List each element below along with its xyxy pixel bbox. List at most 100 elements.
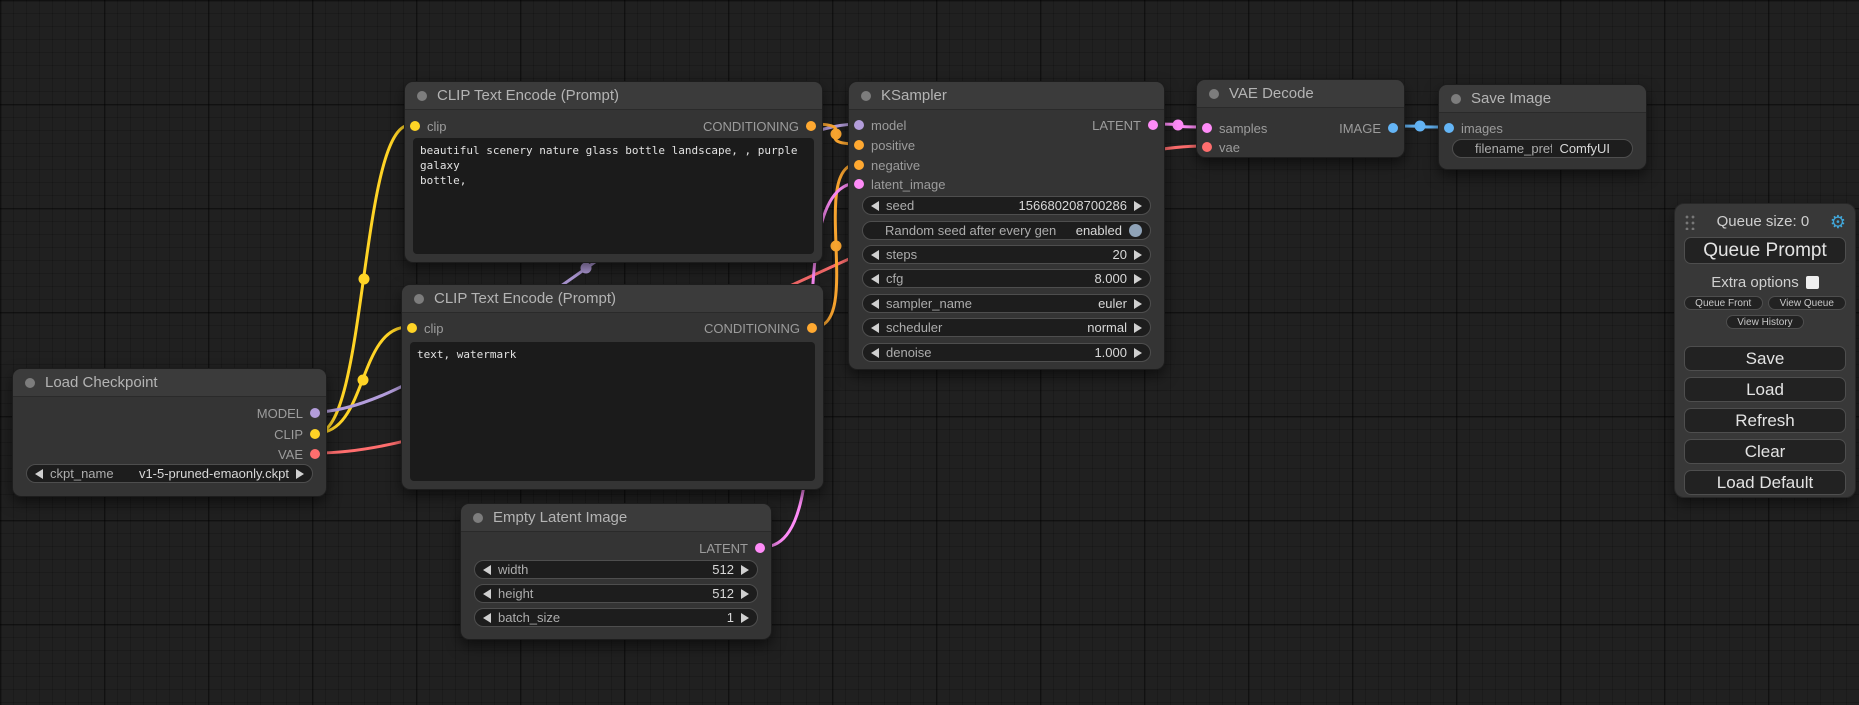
next-arrow-icon[interactable] [741, 588, 749, 599]
node-titlebar[interactable]: CLIP Text Encode (Prompt) [405, 82, 822, 110]
input-latent-image[interactable]: latent_image [854, 176, 945, 192]
collapse-dot-icon[interactable] [1451, 93, 1461, 104]
vae-port-icon[interactable] [1202, 142, 1212, 152]
input-positive[interactable]: positive [854, 137, 915, 153]
collapse-dot-icon[interactable] [1209, 88, 1219, 99]
gear-icon[interactable]: ⚙ [1829, 211, 1846, 232]
view-queue-button[interactable]: View Queue [1767, 296, 1846, 310]
prev-arrow-icon[interactable] [871, 322, 879, 333]
load-button[interactable]: Load [1684, 377, 1846, 402]
output-latent[interactable]: LATENT [699, 540, 765, 556]
node-empty-latent-image[interactable]: Empty Latent Image LATENT width 512 heig… [460, 503, 772, 640]
steps-widget[interactable]: steps 20 [862, 245, 1151, 264]
queue-front-button[interactable]: Queue Front [1684, 296, 1763, 310]
latent-port-icon[interactable] [755, 543, 765, 553]
node-vae-decode[interactable]: VAE Decode samples vae IMAGE [1196, 79, 1405, 158]
prev-arrow-icon[interactable] [871, 273, 879, 284]
next-arrow-icon[interactable] [741, 612, 749, 623]
node-titlebar[interactable]: Empty Latent Image [461, 504, 771, 532]
input-samples[interactable]: samples [1202, 120, 1267, 136]
node-titlebar[interactable]: Load Checkpoint [13, 369, 326, 397]
input-images[interactable]: images [1444, 120, 1503, 136]
ckpt-name-widget[interactable]: ckpt_name v1-5-pruned-emaonly.ckpt [26, 464, 313, 483]
collapse-dot-icon[interactable] [473, 512, 483, 523]
clear-button[interactable]: Clear [1684, 439, 1846, 464]
output-conditioning[interactable]: CONDITIONING [703, 118, 816, 134]
prev-arrow-icon[interactable] [35, 468, 43, 479]
next-arrow-icon[interactable] [1134, 200, 1142, 211]
model-port-icon[interactable] [854, 120, 864, 130]
denoise-widget[interactable]: denoise 1.000 [862, 343, 1151, 362]
clip-port-icon[interactable] [310, 429, 320, 439]
model-port-icon[interactable] [310, 408, 320, 418]
extra-options-checkbox[interactable] [1805, 276, 1819, 289]
conditioning-port-icon[interactable] [854, 140, 864, 150]
sampler-name-widget[interactable]: sampler_name euler [862, 294, 1151, 313]
width-widget[interactable]: width 512 [474, 560, 758, 579]
node-save-image[interactable]: Save Image images filename_prefix ComfyU… [1438, 84, 1647, 170]
output-clip[interactable]: CLIP [274, 426, 320, 442]
conditioning-port-icon[interactable] [807, 323, 817, 333]
save-button[interactable]: Save [1684, 346, 1846, 371]
prev-arrow-icon[interactable] [483, 564, 491, 575]
prev-arrow-icon[interactable] [871, 298, 879, 309]
collapse-dot-icon[interactable] [861, 90, 871, 101]
node-titlebar[interactable]: VAE Decode [1197, 80, 1404, 108]
conditioning-port-icon[interactable] [854, 160, 864, 170]
node-titlebar[interactable]: KSampler [849, 82, 1164, 110]
load-default-button[interactable]: Load Default [1684, 470, 1846, 495]
next-arrow-icon[interactable] [1134, 249, 1142, 260]
collapse-dot-icon[interactable] [25, 377, 35, 388]
height-widget[interactable]: height 512 [474, 584, 758, 603]
next-arrow-icon[interactable] [1134, 322, 1142, 333]
clip-port-icon[interactable] [410, 121, 420, 131]
next-arrow-icon[interactable] [741, 564, 749, 575]
output-latent[interactable]: LATENT [1092, 117, 1158, 133]
input-clip[interactable]: clip [410, 118, 447, 134]
node-ksampler[interactable]: KSampler model positive negative latent_… [848, 81, 1165, 370]
prev-arrow-icon[interactable] [871, 249, 879, 260]
seed-widget[interactable]: seed 156680208700286 [862, 196, 1151, 215]
collapse-dot-icon[interactable] [417, 90, 427, 101]
next-arrow-icon[interactable] [1134, 273, 1142, 284]
input-clip[interactable]: clip [407, 320, 444, 336]
prev-arrow-icon[interactable] [483, 588, 491, 599]
prev-arrow-icon[interactable] [871, 200, 879, 211]
node-load-checkpoint[interactable]: Load Checkpoint MODEL CLIP VAE ckpt_name… [12, 368, 327, 497]
node-titlebar[interactable]: Save Image [1439, 85, 1646, 113]
filename-prefix-widget[interactable]: filename_prefix ComfyUI [1452, 139, 1633, 158]
toggle-enabled-icon[interactable] [1129, 224, 1142, 237]
input-model[interactable]: model [854, 117, 906, 133]
view-history-button[interactable]: View History [1726, 315, 1804, 329]
input-vae[interactable]: vae [1202, 139, 1240, 155]
batch-size-widget[interactable]: batch_size 1 [474, 608, 758, 627]
node-clip-text-encode-negative[interactable]: CLIP Text Encode (Prompt) clip CONDITION… [401, 284, 824, 490]
output-model[interactable]: MODEL [257, 405, 320, 421]
refresh-button[interactable]: Refresh [1684, 408, 1846, 433]
image-port-icon[interactable] [1388, 123, 1398, 133]
prev-arrow-icon[interactable] [871, 347, 879, 358]
scheduler-widget[interactable]: scheduler normal [862, 318, 1151, 337]
drag-handle-icon[interactable] [1684, 213, 1696, 230]
vae-port-icon[interactable] [310, 449, 320, 459]
latent-port-icon[interactable] [1148, 120, 1158, 130]
image-port-icon[interactable] [1444, 123, 1454, 133]
queue-prompt-button[interactable]: Queue Prompt [1684, 237, 1846, 264]
output-conditioning[interactable]: CONDITIONING [704, 320, 817, 336]
prompt-textarea[interactable]: beautiful scenery nature glass bottle la… [413, 138, 814, 254]
random-seed-widget[interactable]: Random seed after every gen enabled [862, 221, 1151, 240]
input-negative[interactable]: negative [854, 157, 920, 173]
cfg-widget[interactable]: cfg 8.000 [862, 269, 1151, 288]
output-vae[interactable]: VAE [278, 446, 320, 462]
next-arrow-icon[interactable] [1134, 347, 1142, 358]
next-arrow-icon[interactable] [1134, 298, 1142, 309]
prev-arrow-icon[interactable] [483, 612, 491, 623]
latent-port-icon[interactable] [854, 179, 864, 189]
collapse-dot-icon[interactable] [414, 293, 424, 304]
latent-port-icon[interactable] [1202, 123, 1212, 133]
next-arrow-icon[interactable] [296, 468, 304, 479]
conditioning-port-icon[interactable] [806, 121, 816, 131]
clip-port-icon[interactable] [407, 323, 417, 333]
node-titlebar[interactable]: CLIP Text Encode (Prompt) [402, 285, 823, 313]
prompt-textarea[interactable]: text, watermark [410, 342, 815, 481]
